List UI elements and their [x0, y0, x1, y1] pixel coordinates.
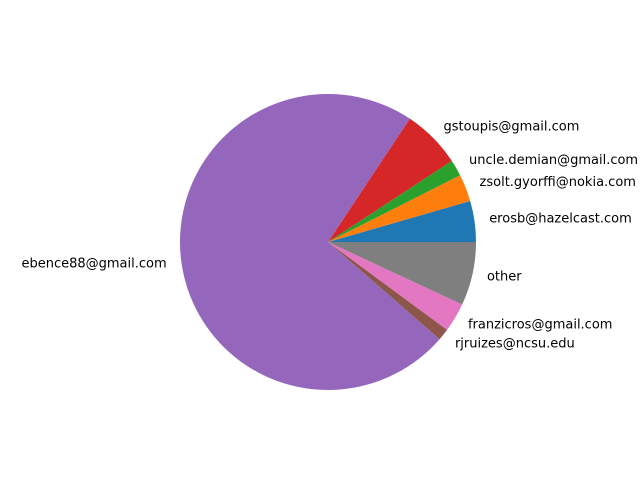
pie-label-erosb-hazelcast-com: erosb@hazelcast.com	[489, 212, 632, 227]
pie-label-zsolt-gyorffi-nokia-com: zsolt.gyorffi@nokia.com	[480, 175, 636, 190]
pie-slice-gstoupis-gmail-com	[328, 118, 452, 242]
pie-label-franzicros-gmail-com: franzicros@gmail.com	[468, 318, 613, 333]
pie-label-ebence88-gmail-com: ebence88@gmail.com	[21, 256, 166, 271]
pie-labels: erosb@hazelcast.com zsolt.gyorffi@nokia.c…	[21, 120, 638, 352]
pie-slice-uncle-demian-gmail-com	[328, 160, 461, 242]
pie-slice-other	[328, 242, 476, 305]
pie-slice-erosb-hazelcast-com	[328, 201, 476, 242]
pie-slice-franzicros-gmail-com	[328, 242, 463, 330]
pie-label-rjruizes-ncsu-edu: rjruizes@ncsu.edu	[455, 336, 575, 351]
pie-slice-zsolt-gyorffi-nokia-com	[328, 175, 471, 242]
pie-slices	[180, 94, 476, 390]
pie-label-uncle-demian-gmail-com: uncle.demian@gmail.com	[469, 153, 638, 168]
pie-label-gstoupis-gmail-com: gstoupis@gmail.com	[443, 120, 579, 135]
pie-slice-ebence88-gmail-com	[180, 94, 440, 390]
pie-label-other: other	[487, 270, 522, 285]
pie-slice-rjruizes-ncsu-edu	[328, 242, 448, 340]
